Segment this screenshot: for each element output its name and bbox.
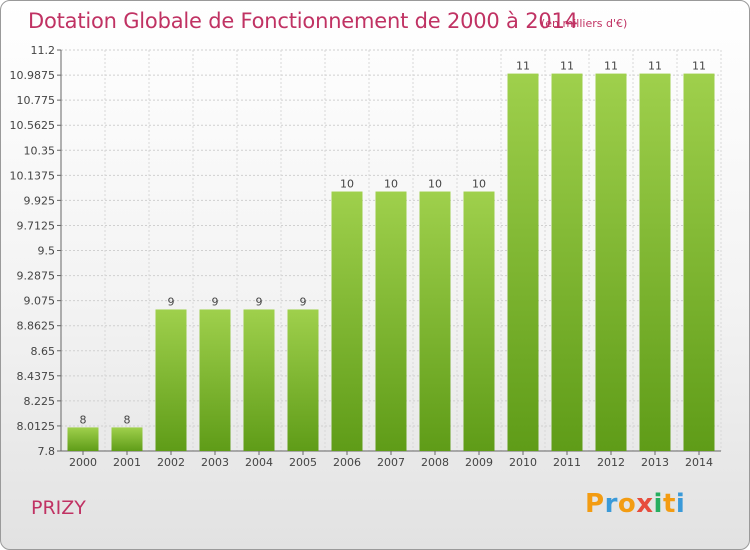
- bar: [199, 309, 231, 451]
- bar-value-label: 11: [560, 60, 574, 73]
- x-tick-label: 2005: [289, 456, 317, 469]
- x-tick-label: 2008: [421, 456, 449, 469]
- logo-letter: t: [662, 489, 676, 519]
- bar: [375, 191, 407, 451]
- bar-value-label: 11: [604, 60, 618, 73]
- bar-value-label: 11: [648, 60, 662, 73]
- x-tick-labels: 2000 2001 2002 2003 2004 2005 2006 2007 2008 2009…: [69, 456, 713, 469]
- bar-value-label: 10: [472, 178, 486, 191]
- y-tick-label: 8.225: [24, 395, 56, 408]
- bar: [331, 191, 363, 451]
- x-tick-label: 2003: [201, 456, 229, 469]
- bar-value-label: 11: [692, 60, 706, 73]
- y-tick-label: 8.65: [31, 345, 56, 358]
- bar-value-label: 8: [124, 413, 131, 426]
- logo-letter: o: [617, 489, 637, 519]
- x-tick-label: 2012: [597, 456, 625, 469]
- x-tick-label: 2004: [245, 456, 273, 469]
- x-tick-label: 2014: [685, 456, 713, 469]
- y-tick-label: 8.4375: [17, 370, 56, 383]
- bar: [111, 427, 143, 451]
- bar: [507, 73, 539, 452]
- x-tick-label: 2007: [377, 456, 405, 469]
- y-tick-label: 8.0125: [17, 420, 56, 433]
- y-tick-label: 9.7125: [17, 219, 56, 232]
- y-tick-label: 10.1375: [10, 169, 56, 182]
- x-tick-label: 2002: [157, 456, 185, 469]
- logo-letter: r: [604, 489, 618, 519]
- logo-letter: P: [585, 489, 605, 519]
- bar: [639, 73, 671, 452]
- y-tick-label: 8.8625: [17, 320, 56, 333]
- y-tick-label: 10.5625: [10, 119, 56, 132]
- y-tick-label: 9.5: [38, 245, 56, 258]
- bar: [287, 309, 319, 451]
- logo-letter: i: [653, 489, 663, 519]
- commune-name: PRIZY: [31, 497, 86, 519]
- bar: [551, 73, 583, 452]
- x-tick-label: 2011: [553, 456, 581, 469]
- x-tick-label: 2000: [69, 456, 97, 469]
- bar-value-label: 9: [300, 295, 307, 308]
- bar: [243, 309, 275, 451]
- bar: [67, 427, 99, 451]
- bar: [463, 191, 495, 451]
- y-tick-labels: 7.8 8.0125 8.225 8.4375 8.65 8.8625 9.075 9.287…: [10, 44, 56, 458]
- logo-letter: x: [636, 489, 654, 519]
- bar-value-label: 8: [80, 413, 87, 426]
- bar-value-label: 11: [516, 60, 530, 73]
- logo-letter: i: [675, 489, 686, 519]
- x-tick-label: 2006: [333, 456, 361, 469]
- x-tick-label: 2001: [113, 456, 141, 469]
- bar: [595, 73, 627, 452]
- y-tick-label: 9.2875: [17, 270, 56, 283]
- bar-value-label: 9: [212, 295, 219, 308]
- y-tick-label: 10.9875: [10, 69, 56, 82]
- y-tick-label: 9.925: [24, 194, 56, 207]
- y-tick-label: 10.35: [24, 144, 56, 157]
- chart-title: Dotation Globale de Fonctionnement de 20…: [28, 9, 578, 33]
- x-tick-label: 2010: [509, 456, 537, 469]
- x-tick-label: 2009: [465, 456, 493, 469]
- y-tick-label: 10.775: [17, 94, 56, 107]
- bars: 8 8 9 9 9 9 10 10 10 10 11 11 11 11 11: [67, 60, 715, 452]
- y-tick-label: 7.8: [38, 445, 56, 458]
- bar-value-label: 9: [168, 295, 175, 308]
- bar: [419, 191, 451, 451]
- x-tick-label: 2013: [641, 456, 669, 469]
- bar: [155, 309, 187, 451]
- y-tick-label: 11.2: [31, 44, 56, 57]
- y-tick-label: 9.075: [24, 295, 56, 308]
- bar-value-label: 10: [428, 178, 442, 191]
- unit-label: (en milliers d'€): [541, 17, 628, 30]
- bar: [683, 73, 715, 452]
- bar-value-label: 10: [340, 178, 354, 191]
- bar-value-label: 10: [384, 178, 398, 191]
- bar-value-label: 9: [256, 295, 263, 308]
- proxiti-logo: Proxiti: [585, 489, 685, 519]
